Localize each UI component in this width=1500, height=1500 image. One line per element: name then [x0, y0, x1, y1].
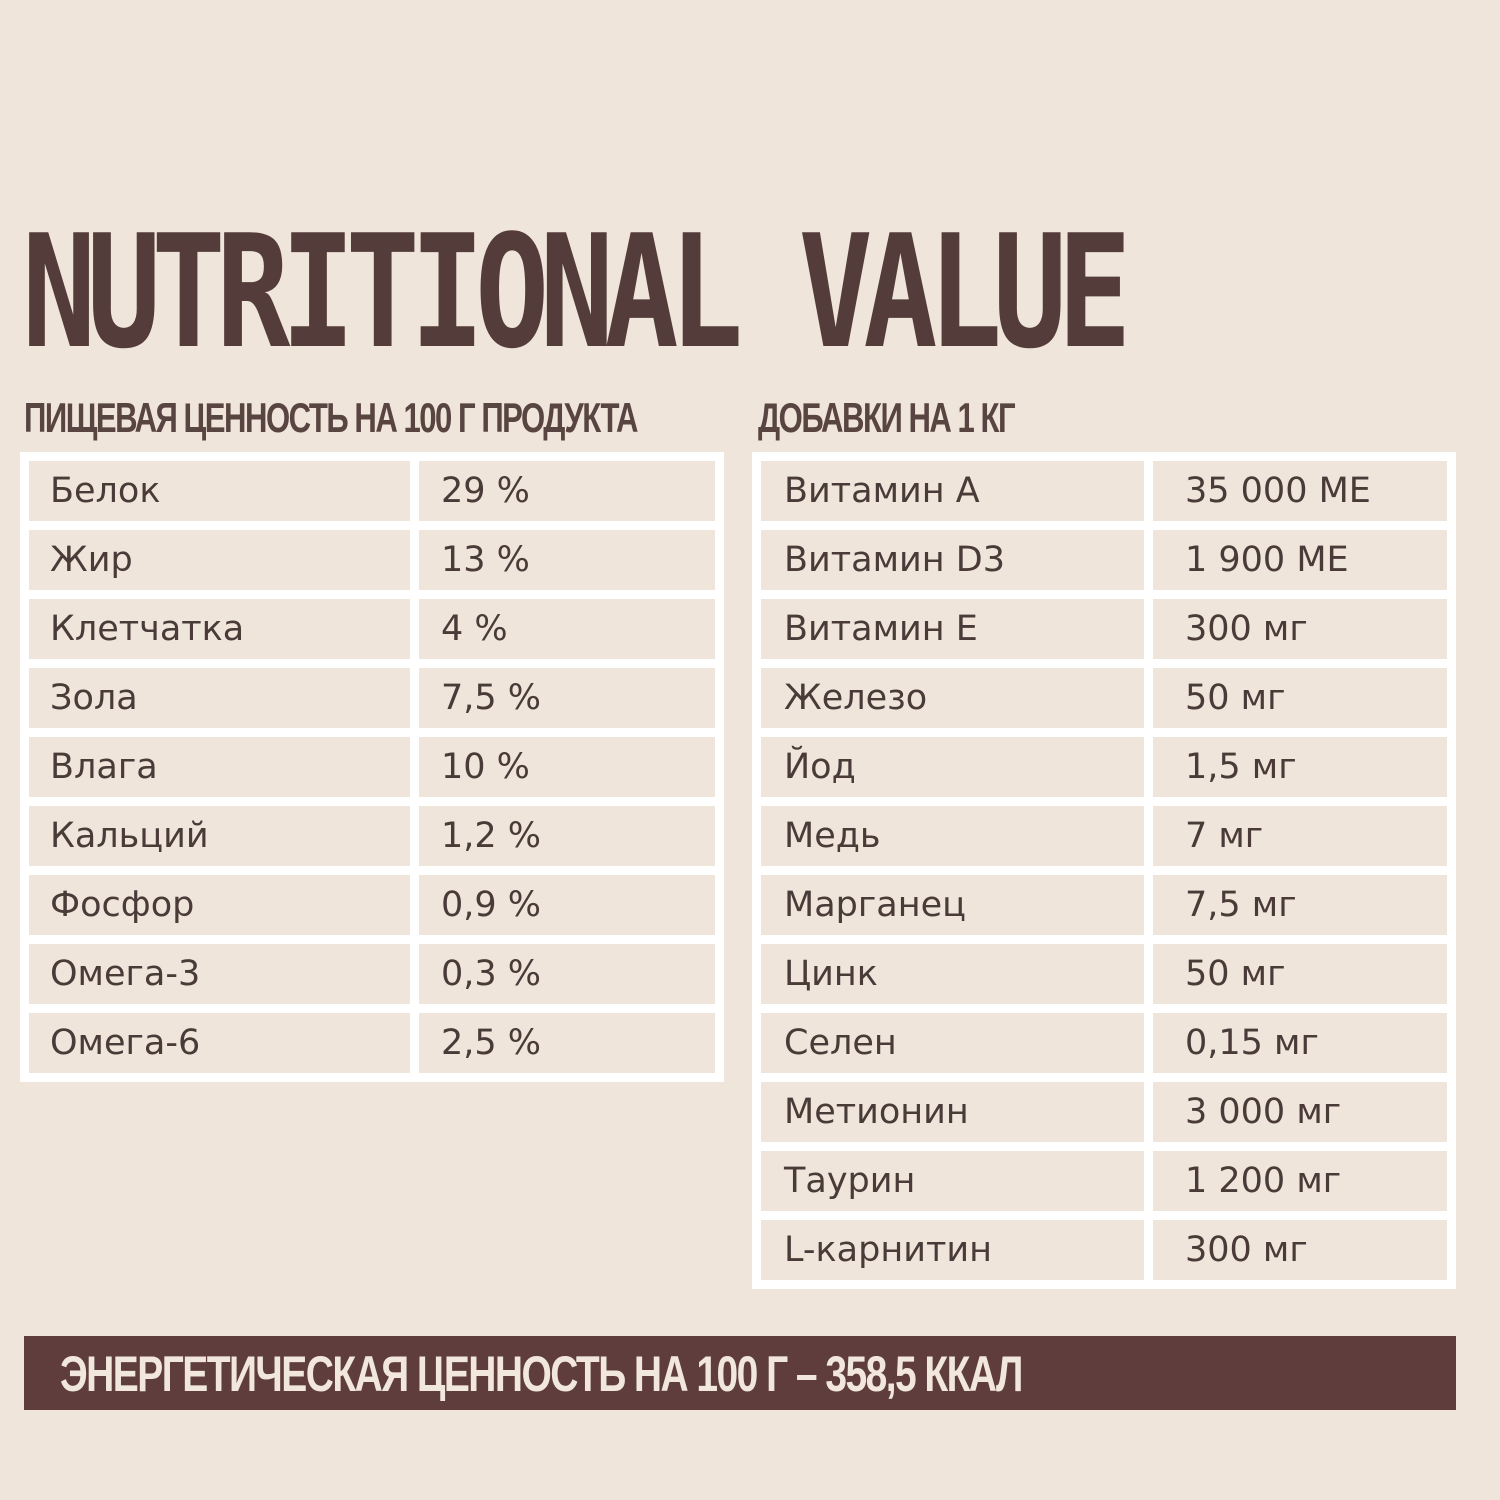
- energy-banner: ЭНЕРГЕТИЧЕСКАЯ ЦЕННОСТЬ НА 100 Г – 358,5…: [24, 1336, 1456, 1410]
- table-row: Жир 13 %: [29, 530, 715, 590]
- table-row: Омега-6 2,5 %: [29, 1013, 715, 1073]
- additive-name: Таурин: [761, 1151, 1144, 1211]
- additive-name: Селен: [761, 1013, 1144, 1073]
- additive-value: 35 000 МЕ: [1153, 461, 1447, 521]
- additive-name: Медь: [761, 806, 1144, 866]
- nutrient-value: 0,3 %: [419, 944, 715, 1004]
- table-row: Витамин Е 300 мг: [761, 599, 1447, 659]
- nutrient-name: Фосфор: [29, 875, 410, 935]
- additive-value: 7,5 мг: [1153, 875, 1447, 935]
- table-row: Цинк 50 мг: [761, 944, 1447, 1004]
- page-title: NUTRITIONAL VALUE: [22, 201, 1132, 383]
- nutrition-heading: ПИЩЕВАЯ ЦЕННОСТЬ НА 100 Г ПРОДУКТА: [24, 394, 638, 441]
- additive-name: Марганец: [761, 875, 1144, 935]
- table-row: Кальций 1,2 %: [29, 806, 715, 866]
- nutrition-table: Белок 29 % Жир 13 % Клетчатка 4 % Зола 7…: [20, 452, 724, 1082]
- nutrient-value: 0,9 %: [419, 875, 715, 935]
- nutrient-name: Омега-3: [29, 944, 410, 1004]
- additive-name: Железо: [761, 668, 1144, 728]
- additive-name: Цинк: [761, 944, 1144, 1004]
- table-row: Белок 29 %: [29, 461, 715, 521]
- nutrient-name: Влага: [29, 737, 410, 797]
- table-row: Влага 10 %: [29, 737, 715, 797]
- additive-name: Витамин Е: [761, 599, 1144, 659]
- nutrient-name: Клетчатка: [29, 599, 410, 659]
- nutrient-name: Зола: [29, 668, 410, 728]
- nutrient-value: 2,5 %: [419, 1013, 715, 1073]
- nutrient-value: 4 %: [419, 599, 715, 659]
- nutrient-value: 7,5 %: [419, 668, 715, 728]
- nutrient-name: Омега-6: [29, 1013, 410, 1073]
- nutrient-value: 10 %: [419, 737, 715, 797]
- additive-value: 1,5 мг: [1153, 737, 1447, 797]
- table-row: Клетчатка 4 %: [29, 599, 715, 659]
- table-row: Фосфор 0,9 %: [29, 875, 715, 935]
- nutrient-value: 13 %: [419, 530, 715, 590]
- additive-name: Метионин: [761, 1082, 1144, 1142]
- nutrient-value: 29 %: [419, 461, 715, 521]
- table-row: Йод 1,5 мг: [761, 737, 1447, 797]
- table-row: L-карнитин 300 мг: [761, 1220, 1447, 1280]
- additives-heading: ДОБАВКИ НА 1 КГ: [758, 394, 1016, 441]
- additive-value: 3 000 мг: [1153, 1082, 1447, 1142]
- table-row: Марганец 7,5 мг: [761, 875, 1447, 935]
- nutrient-name: Белок: [29, 461, 410, 521]
- table-row: Метионин 3 000 мг: [761, 1082, 1447, 1142]
- additive-value: 300 мг: [1153, 599, 1447, 659]
- additive-value: 300 мг: [1153, 1220, 1447, 1280]
- table-row: Медь 7 мг: [761, 806, 1447, 866]
- nutrient-name: Кальций: [29, 806, 410, 866]
- additives-table: Витамин А 35 000 МЕ Витамин D3 1 900 МЕ …: [752, 452, 1456, 1289]
- table-row: Селен 0,15 мг: [761, 1013, 1447, 1073]
- table-row: Зола 7,5 %: [29, 668, 715, 728]
- additive-name: Витамин D3: [761, 530, 1144, 590]
- additive-value: 1 900 МЕ: [1153, 530, 1447, 590]
- nutrient-value: 1,2 %: [419, 806, 715, 866]
- additive-value: 7 мг: [1153, 806, 1447, 866]
- table-row: Витамин D3 1 900 МЕ: [761, 530, 1447, 590]
- nutrient-name: Жир: [29, 530, 410, 590]
- table-row: Омега-3 0,3 %: [29, 944, 715, 1004]
- energy-text: ЭНЕРГЕТИЧЕСКАЯ ЦЕННОСТЬ НА 100 Г – 358,5…: [60, 1346, 1023, 1402]
- table-row: Витамин А 35 000 МЕ: [761, 461, 1447, 521]
- additive-name: Витамин А: [761, 461, 1144, 521]
- additive-name: L-карнитин: [761, 1220, 1144, 1280]
- additive-value: 0,15 мг: [1153, 1013, 1447, 1073]
- additive-value: 1 200 мг: [1153, 1151, 1447, 1211]
- table-row: Таурин 1 200 мг: [761, 1151, 1447, 1211]
- additive-value: 50 мг: [1153, 668, 1447, 728]
- additive-name: Йод: [761, 737, 1144, 797]
- table-row: Железо 50 мг: [761, 668, 1447, 728]
- additive-value: 50 мг: [1153, 944, 1447, 1004]
